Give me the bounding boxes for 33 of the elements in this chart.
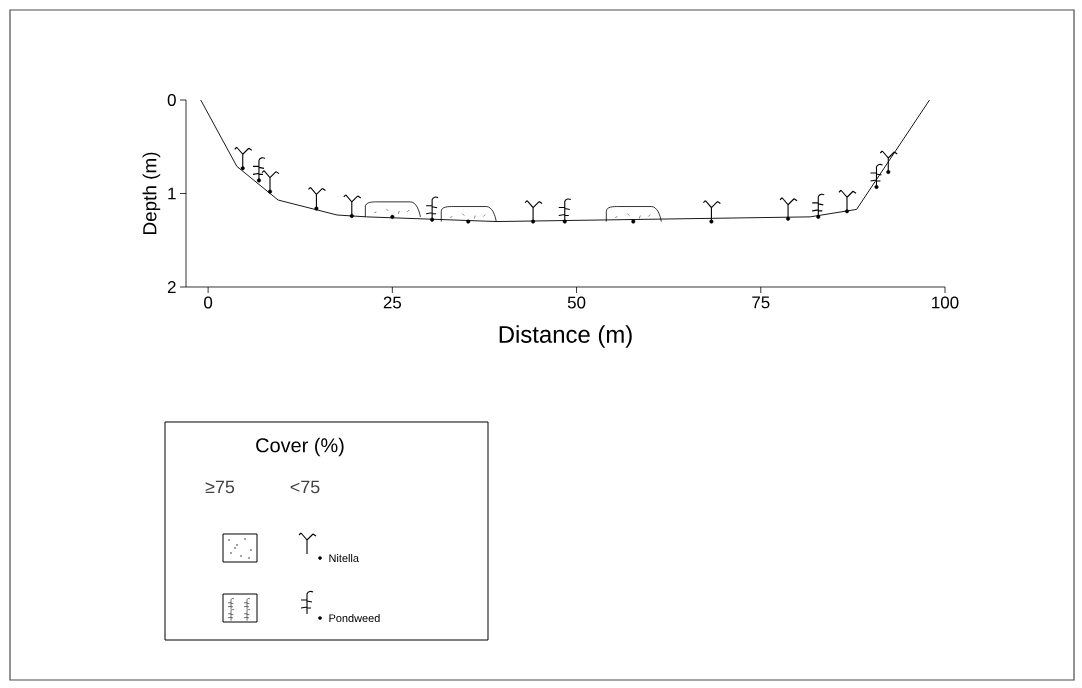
y-tick-label: 0: [167, 94, 176, 106]
point: [466, 219, 471, 224]
point: [240, 166, 245, 171]
y-axis-title: Depth (m): [142, 152, 161, 235]
point: [256, 178, 261, 183]
point: [562, 219, 567, 224]
point: [531, 219, 536, 224]
text: ≥75: [205, 480, 235, 494]
x-axis-title: Distance (m): [499, 325, 632, 348]
point: [886, 169, 891, 174]
point: [816, 214, 821, 219]
legend-label: Pondweed: [329, 613, 380, 623]
point: [390, 214, 395, 219]
y-tick-label: 1: [168, 187, 176, 200]
point: [874, 184, 879, 189]
text: <75: [290, 480, 320, 494]
x-tick-label: 100: [932, 296, 959, 309]
x-tick-label: 50: [567, 296, 586, 309]
point: [631, 219, 636, 224]
y-tick-label: 2: [167, 281, 176, 293]
legend-label: Nitella: [329, 553, 359, 563]
line-series: [200, 99, 930, 222]
point: [268, 189, 273, 194]
x-tick-label: 75: [752, 296, 770, 309]
legend-title: Cover (%): [256, 437, 344, 457]
point: [845, 209, 849, 214]
point: [709, 219, 714, 224]
x-tick-label: 25: [383, 296, 402, 309]
point: [786, 216, 791, 221]
point: [349, 213, 354, 218]
x-tick-label: 0: [204, 296, 213, 309]
point: [314, 206, 319, 211]
point: [430, 217, 435, 222]
